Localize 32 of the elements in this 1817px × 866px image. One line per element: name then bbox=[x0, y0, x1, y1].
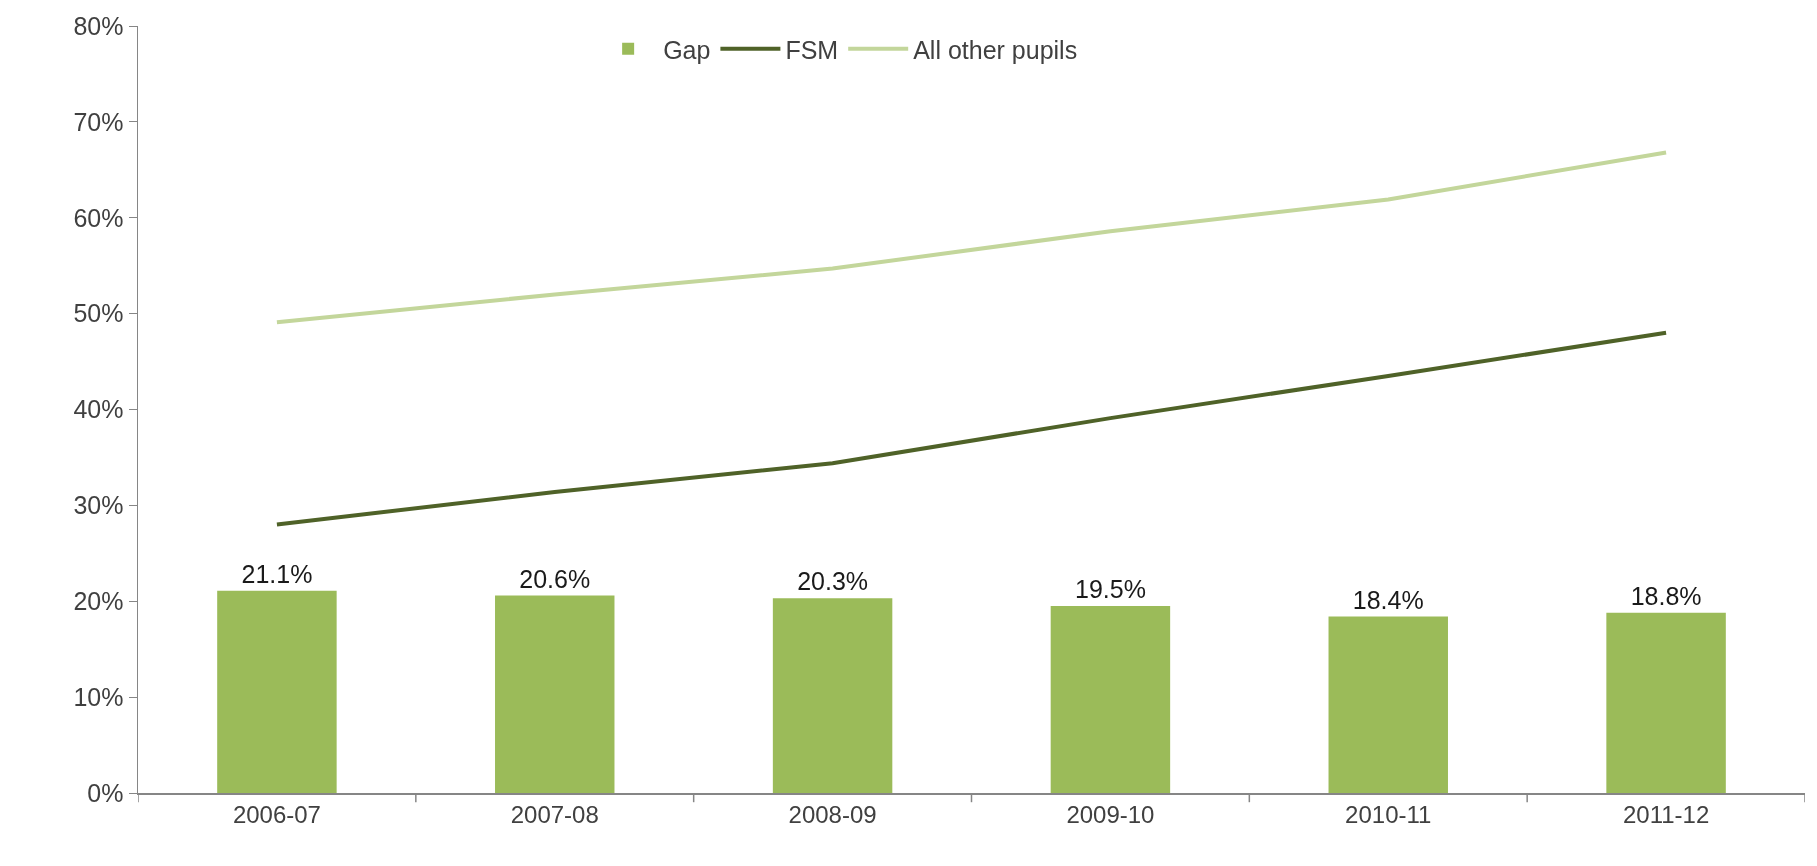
data-label: 20.6% bbox=[519, 564, 591, 593]
x-tick-label: 2007-08 bbox=[510, 801, 599, 829]
data-label: 18.8% bbox=[1630, 581, 1702, 610]
y-tick-label: 50% bbox=[73, 299, 124, 328]
x-tick-label: 2009-10 bbox=[1066, 801, 1155, 829]
data-label: 21.1% bbox=[241, 559, 313, 588]
legend-label: FSM bbox=[785, 35, 839, 64]
y-tick-label: 10% bbox=[73, 682, 124, 711]
data-label: 20.3% bbox=[797, 567, 869, 596]
bar bbox=[1050, 606, 1171, 793]
x-tick-label: 2010-11 bbox=[1345, 801, 1432, 829]
x-tick-label: 2008-09 bbox=[788, 801, 877, 829]
y-tick-label: 30% bbox=[73, 491, 124, 520]
y-tick-label: 80% bbox=[73, 11, 124, 40]
legend-label: Gap bbox=[663, 35, 711, 64]
y-tick-label: 20% bbox=[73, 587, 124, 615]
y-tick-label: 0% bbox=[87, 778, 124, 807]
bar bbox=[772, 598, 893, 793]
bar bbox=[217, 590, 337, 793]
y-tick-label: 60% bbox=[73, 203, 124, 232]
y-tick-label: 40% bbox=[73, 395, 124, 424]
line-series bbox=[274, 330, 1669, 527]
bar bbox=[1328, 616, 1448, 793]
legend-label: All other pupils bbox=[913, 35, 1078, 64]
data-label: 18.4% bbox=[1352, 585, 1424, 614]
bar bbox=[495, 595, 615, 793]
x-tick-label: 2011-12 bbox=[1622, 801, 1710, 829]
line-series bbox=[274, 150, 1669, 325]
x-tick-label: 2006-07 bbox=[232, 801, 321, 829]
y-tick-label: 70% bbox=[73, 107, 124, 136]
data-label: 19.5% bbox=[1074, 575, 1146, 604]
bar bbox=[1606, 612, 1726, 793]
